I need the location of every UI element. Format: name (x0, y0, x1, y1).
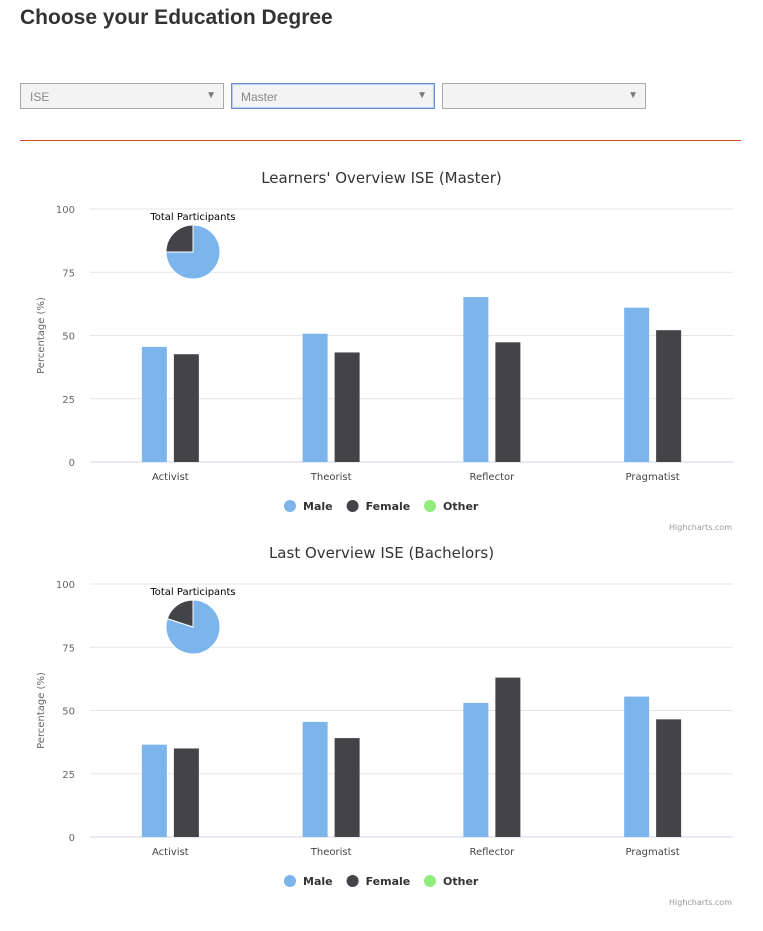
pie-slice-female (165, 224, 194, 253)
bar-male (302, 721, 328, 837)
legend-label-other: Other (443, 500, 479, 513)
y-tick-label: 25 (62, 770, 75, 781)
extra-select[interactable]: ▼ (442, 83, 646, 109)
legend-marker-female (346, 500, 359, 512)
bar-female (334, 352, 360, 462)
y-axis-label: Percentage (%) (36, 672, 47, 749)
chart-title: Learners' Overview ISE (Master) (261, 169, 502, 187)
chevron-down-icon: ▼ (206, 90, 216, 101)
x-tick-label: Theorist (310, 847, 352, 858)
page-title: Choose your Education Degree (20, 6, 333, 29)
y-axis-label: Percentage (%) (36, 297, 47, 374)
x-tick-label: Reflector (469, 472, 515, 483)
bar-female (656, 330, 682, 462)
chevron-down-icon: ▼ (628, 90, 638, 101)
bar-female (173, 748, 199, 837)
program-select[interactable]: ISE ▼ (20, 83, 224, 109)
bar-male (302, 333, 328, 462)
bar-female (334, 738, 360, 837)
degree-select[interactable]: Master ▼ (231, 83, 435, 109)
y-tick-label: 0 (69, 458, 75, 469)
bar-male (463, 297, 489, 462)
legend-marker-male (284, 500, 296, 512)
y-tick-label: 75 (62, 643, 75, 654)
chevron-down-icon: ▼ (417, 90, 427, 101)
bar-male (141, 744, 167, 837)
bar-male (463, 702, 489, 837)
x-tick-label: Pragmatist (626, 472, 680, 483)
legend-marker-other (424, 500, 436, 512)
legend-marker-male (284, 875, 296, 887)
y-tick-label: 0 (69, 833, 75, 844)
y-tick-label: 50 (62, 707, 75, 718)
x-tick-label: Activist (152, 847, 189, 858)
chart-bachelors: Last Overview ISE (Bachelors) 0 25 50 75 100 P… (20, 535, 741, 910)
pie-slice-female (166, 599, 194, 628)
bar-female (656, 719, 682, 837)
bar-male (624, 307, 650, 462)
legend-label-male: Male (303, 500, 333, 513)
legend-label-male: Male (303, 875, 333, 888)
chart-master: Learners' Overview ISE (Master) 0 25 50 75 10… (20, 160, 741, 535)
credit-label: Highcharts.com (669, 898, 732, 907)
bar-female (495, 677, 521, 837)
bar-female (495, 342, 521, 462)
bar-female (173, 354, 199, 462)
program-select-value: ISE (30, 90, 50, 104)
bar-male (141, 346, 167, 462)
divider (20, 140, 741, 141)
pie-title: Total Participants (149, 212, 235, 223)
chart-master-svg: Learners' Overview ISE (Master) 0 25 50 75 10… (36, 169, 733, 532)
legend-marker-female (346, 875, 359, 887)
chart-bachelors-svg: Last Overview ISE (Bachelors) 0 25 50 75 100 P… (36, 544, 733, 907)
x-tick-label: Activist (152, 472, 189, 483)
degree-select-value: Master (241, 90, 278, 104)
legend-marker-other (424, 875, 436, 887)
x-tick-label: Theorist (310, 472, 352, 483)
y-tick-label: 100 (56, 580, 75, 591)
y-tick-label: 25 (62, 395, 75, 406)
chart-title: Last Overview ISE (Bachelors) (269, 544, 494, 562)
x-tick-label: Reflector (469, 847, 515, 858)
credit-label: Highcharts.com (669, 523, 732, 532)
legend-label-female: Female (366, 875, 411, 888)
y-tick-label: 100 (56, 205, 75, 216)
bar-male (624, 696, 650, 837)
legend-label-other: Other (443, 875, 479, 888)
x-tick-label: Pragmatist (626, 847, 680, 858)
y-tick-label: 50 (62, 332, 75, 343)
legend-label-female: Female (366, 500, 411, 513)
y-tick-label: 75 (62, 268, 75, 279)
pie-title: Total Participants (149, 587, 235, 598)
